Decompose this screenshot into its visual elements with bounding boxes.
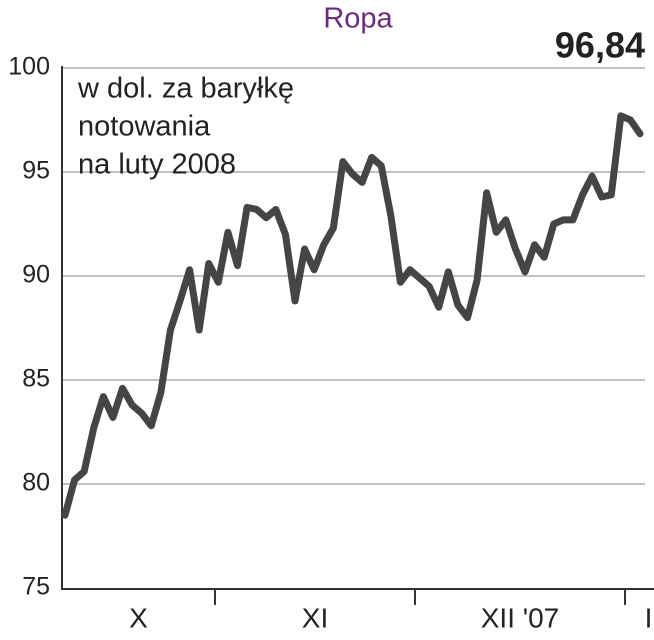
subtitle: notowania	[78, 111, 211, 143]
subtitle: na luty 2008	[78, 149, 236, 181]
x-tick-label: XII '07	[481, 602, 560, 633]
price-line	[61, 112, 644, 519]
y-tick-label: 100	[8, 53, 50, 81]
value-label: 96,84	[555, 25, 645, 66]
y-tick-label: 90	[22, 261, 50, 289]
x-tick-label: I	[645, 602, 653, 633]
y-tick-label: 75	[22, 573, 50, 601]
x-tick-label: XI	[302, 602, 328, 633]
y-tick-label: 95	[22, 157, 50, 185]
subtitle: w dol. za baryłkę	[77, 73, 294, 105]
y-tick-label: 85	[22, 365, 50, 393]
chart-title: Ropa	[323, 3, 393, 35]
y-tick-label: 80	[22, 469, 50, 497]
x-tick-label: X	[129, 602, 148, 633]
